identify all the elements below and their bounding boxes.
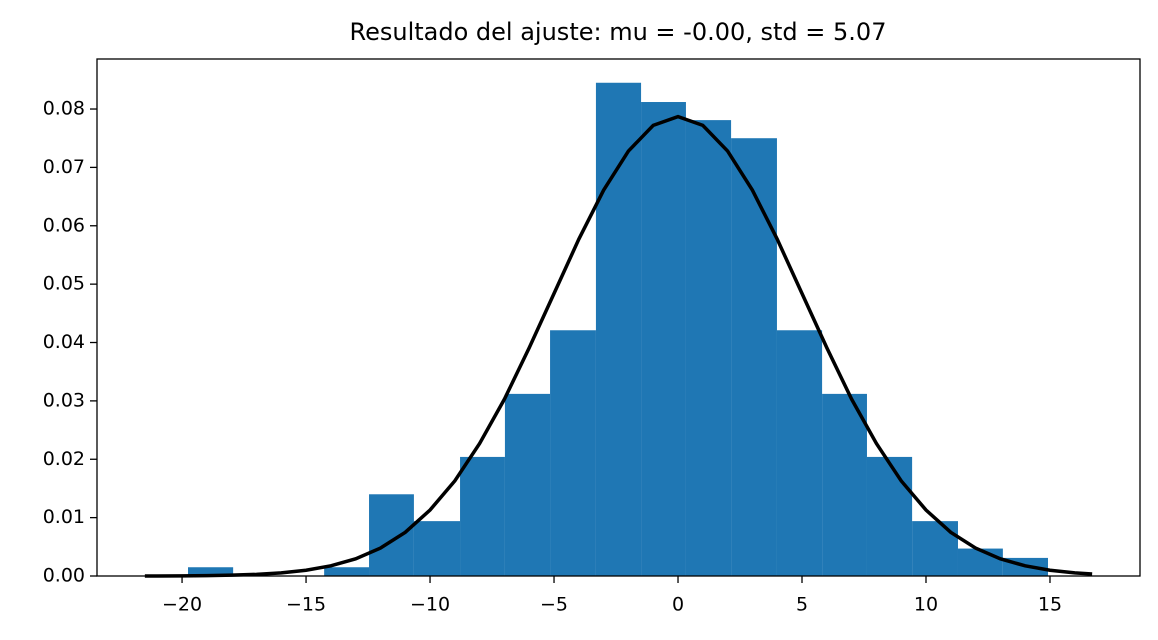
bar [866,456,913,576]
x-tick-label: −15 [286,594,326,616]
x-tick-label: 10 [914,594,938,616]
chart-title: Resultado del ajuste: mu = -0.00, std = … [350,18,887,46]
y-tick-label: 0.06 [43,214,85,236]
axes-frame [96,58,1141,577]
y-tick-label: 0.00 [43,565,85,587]
x-tick-label: 5 [796,594,808,616]
x-tick-label: −10 [410,594,450,616]
bar [641,102,686,577]
x-tick-label: 0 [672,594,684,616]
bar [460,456,505,576]
bar [912,521,958,576]
bar [188,567,234,576]
bar [324,567,370,576]
y-tick-label: 0.07 [43,156,85,178]
y-tick-label: 0.08 [43,98,85,120]
bar [550,330,596,576]
bar [731,138,777,576]
bar [685,120,732,576]
y-tick-label: 0.01 [43,506,85,528]
bar [957,548,1003,576]
y-tick-label: 0.02 [43,448,85,470]
y-tick-label: 0.03 [43,389,85,411]
bar [595,82,642,576]
y-tick-label: 0.04 [43,331,85,353]
bar [413,521,461,576]
bar [504,393,551,576]
y-tick-label: 0.05 [43,273,85,295]
x-tick-label: −20 [162,594,202,616]
x-tick-label: −5 [540,594,568,616]
bar [369,494,414,576]
x-tick-label: 15 [1038,594,1062,616]
bar [776,330,823,576]
fit-curve [144,114,1093,578]
bar [822,393,867,576]
